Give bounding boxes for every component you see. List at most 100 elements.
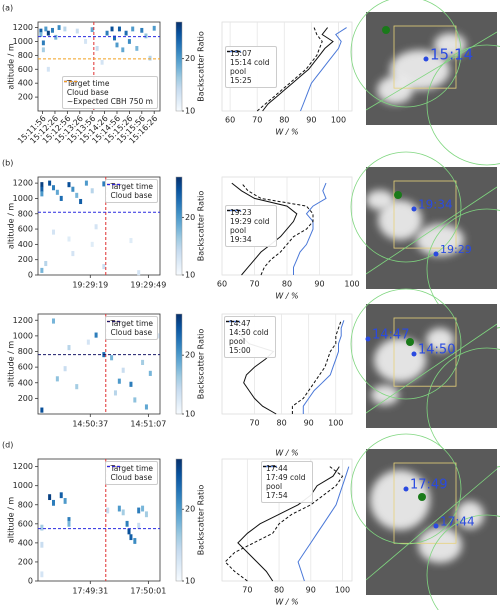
backscatter-cell xyxy=(133,538,137,544)
backscatter-cell xyxy=(100,59,104,65)
marker xyxy=(406,338,414,346)
y-tick-label: 200 xyxy=(18,394,33,403)
backscatter-cell xyxy=(121,367,125,373)
backscatter-cell xyxy=(127,39,131,44)
x-tick-label: 17:49:31 xyxy=(72,587,108,596)
satellite-time-label: 15:14 xyxy=(430,46,473,64)
y-tick-label: 0 xyxy=(28,577,33,586)
backscatter-cell xyxy=(129,534,133,541)
backscatter-cell xyxy=(46,30,50,36)
backscatter-cell xyxy=(54,34,58,40)
position-dot xyxy=(411,351,417,357)
backscatter-cell xyxy=(44,260,48,267)
track xyxy=(365,186,498,275)
x-axis-label: W / % xyxy=(275,128,298,137)
colorbar-label: Backscatter Ratio xyxy=(197,329,206,400)
satellite-time-label: 19:29 xyxy=(440,243,472,256)
legend-label: Cloud base xyxy=(110,473,153,482)
legend-label: 14:50 cold pool xyxy=(229,328,269,346)
colorbar xyxy=(175,176,183,276)
backscatter-cell xyxy=(125,520,129,527)
backscatter-cell xyxy=(137,270,141,276)
colorbar-tick-label: 20 xyxy=(185,351,195,360)
colorbar-label: Backscatter Ratio xyxy=(197,485,206,556)
satellite-time-label: 14:47 xyxy=(372,328,409,343)
backscatter-cell xyxy=(105,30,109,36)
marker xyxy=(382,26,390,34)
legend-label: Cloud base xyxy=(66,88,109,97)
profile-line xyxy=(241,182,314,276)
range-ring xyxy=(350,151,462,263)
backscatter-cell xyxy=(110,355,114,361)
legend-item: Cloud base xyxy=(107,465,153,482)
x-tick-label: 80 xyxy=(279,116,289,125)
legend-item: 14:50 cold pool xyxy=(226,320,271,346)
satellite-time-label: 17:49 xyxy=(410,478,447,493)
backscatter-cell xyxy=(39,28,43,34)
y-tick-label: 800 xyxy=(18,209,33,218)
cloud xyxy=(377,76,413,104)
backscatter-cell xyxy=(90,188,94,194)
backscatter-cell xyxy=(79,198,83,205)
backscatter-cell xyxy=(51,318,55,324)
colorbar-tick-label: 20 xyxy=(185,213,195,222)
legend: 15:07 15:14 cold pool 15:25 xyxy=(225,45,277,88)
backscatter-cell xyxy=(67,182,71,188)
legend-item: 17:54 xyxy=(263,465,308,500)
backscatter-cell xyxy=(50,27,54,33)
legend-item: Cloud base xyxy=(63,80,153,97)
backscatter-cell xyxy=(63,366,67,372)
y-tick-label: 1200 xyxy=(13,316,33,325)
backscatter-cell xyxy=(102,181,106,187)
x-tick-label: 14:51:07 xyxy=(130,420,166,429)
x-tick-label: 19:29:19 xyxy=(72,281,108,290)
legend-label: 17:44 xyxy=(266,464,288,473)
colorbar-tick-label: 10 xyxy=(185,410,195,419)
y-tick-label: 1000 xyxy=(13,331,33,340)
backscatter-cell xyxy=(84,180,88,186)
backscatter-cell xyxy=(121,509,125,516)
backscatter-cell xyxy=(152,25,156,31)
profile-line xyxy=(262,27,334,112)
colorbar-tick-label: 10 xyxy=(185,271,195,280)
legend: Target time Cloud base xyxy=(105,316,158,340)
backscatter-cell xyxy=(46,66,50,72)
legend-item: 19:34 xyxy=(227,209,272,244)
x-tick-label: 100 xyxy=(328,419,343,428)
profile-line xyxy=(300,27,347,112)
legend: Target time Cloud base ~Expected CBH 750 m xyxy=(61,76,158,109)
range-ring xyxy=(426,514,500,610)
legend-label: Target time xyxy=(110,319,153,328)
backscatter-cell xyxy=(127,528,131,535)
range-ring xyxy=(350,0,462,108)
backscatter-cell xyxy=(106,507,110,514)
panel-label: (b) xyxy=(2,159,13,168)
backscatter-cell xyxy=(40,182,44,188)
backscatter-cell xyxy=(55,189,59,195)
legend-label: Target time xyxy=(110,464,153,473)
backscatter-cell xyxy=(40,407,44,413)
y-tick-label: 1200 xyxy=(13,23,33,32)
backscatter-cell xyxy=(86,339,90,345)
legend-item: ~Expected CBH 750 m xyxy=(63,80,153,106)
backscatter-cell xyxy=(75,192,79,198)
legend: Target time Cloud base xyxy=(105,179,158,203)
backscatter-cell xyxy=(59,195,63,201)
backscatter-cell xyxy=(75,384,79,390)
y-tick-label: 0 xyxy=(28,271,33,280)
x-tick-label: 90 xyxy=(314,280,324,289)
profile-line xyxy=(256,27,323,112)
backscatter-cell xyxy=(40,541,44,548)
legend-item: 17:49 cold pool xyxy=(263,465,308,491)
x-tick-label: 90 xyxy=(306,116,316,125)
backscatter-cell xyxy=(71,251,75,257)
backscatter-cell xyxy=(113,390,117,396)
legend-label: 17:49 cold pool xyxy=(266,473,306,491)
backscatter-cell xyxy=(40,186,44,192)
cloud xyxy=(374,338,426,382)
range-ring xyxy=(350,288,462,400)
y-tick-label: 1000 xyxy=(13,481,33,490)
backscatter-cell xyxy=(121,47,125,53)
